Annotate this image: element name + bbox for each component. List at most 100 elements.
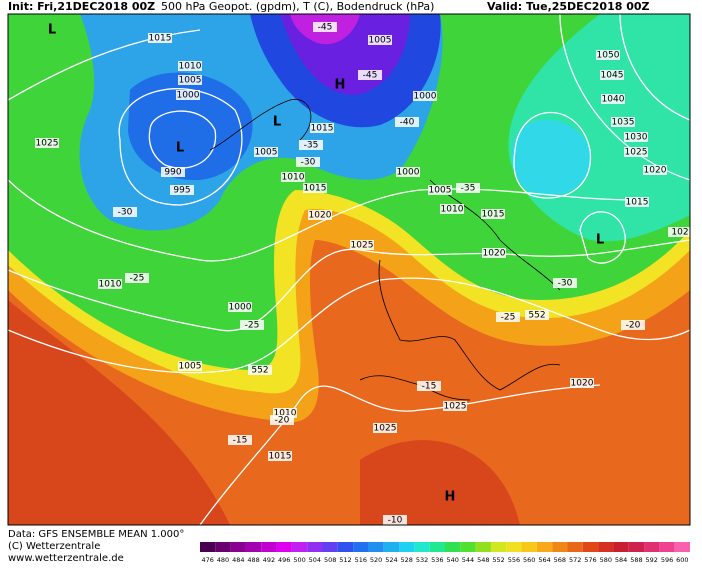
isoline-label: 552 — [528, 311, 545, 321]
legend-swatch — [552, 542, 568, 552]
legend-tick-label: 564 — [538, 556, 550, 564]
label-box — [621, 320, 645, 330]
legend-tick-label: 532 — [416, 556, 428, 564]
isoline-label: 1050 — [597, 51, 620, 61]
isoline-label: 1020 — [483, 249, 506, 259]
label-box — [358, 70, 382, 80]
label-box — [496, 312, 520, 322]
isoline-label: 1005 — [429, 186, 452, 196]
legend-tick-label: 544 — [462, 556, 474, 564]
label-box — [228, 435, 252, 445]
isoline-label: -25 — [245, 321, 260, 331]
isoline-label: 1020 — [309, 211, 332, 221]
isoline-label: -35 — [304, 141, 319, 151]
legend-swatch — [215, 542, 231, 552]
legend-swatch — [322, 542, 338, 552]
label-box — [161, 167, 185, 177]
pressure-center: H — [335, 78, 346, 93]
field-red — [8, 300, 230, 525]
pressure-center: L — [176, 141, 184, 156]
legend-tick-label: 572 — [569, 556, 581, 564]
label-box — [170, 185, 194, 195]
isoline-label: 1010 — [99, 280, 122, 290]
isoline-label: 1045 — [601, 71, 624, 81]
label-box — [299, 140, 323, 150]
isoline-label: 1015 — [149, 34, 172, 44]
footer: Data: GFS ENSEMBLE MEAN 1.000° (C) Wette… — [8, 529, 184, 564]
isoline-label: -20 — [626, 321, 641, 331]
legend-tick-label: 576 — [584, 556, 596, 564]
label-box — [270, 415, 294, 425]
label-box — [383, 515, 407, 525]
legend-swatch — [567, 542, 583, 552]
label-box — [178, 61, 202, 71]
legend-tick-label: 556 — [508, 556, 520, 564]
isoline-label: 995 — [173, 186, 190, 196]
legend-swatch — [582, 542, 599, 552]
pressure-center: L — [273, 115, 281, 130]
coastline — [429, 179, 561, 291]
label-box — [308, 210, 332, 220]
isobar — [579, 211, 626, 264]
map-title: 500 hPa Geopot. (gpdm), T (C), Bodendruc… — [161, 0, 434, 13]
coastline — [378, 259, 561, 391]
label-box — [98, 279, 122, 289]
init-time: Init: Fri,21DEC2018 00Z — [8, 0, 155, 13]
map-labels: LLLLHH1015101010051000102599099510051010… — [35, 22, 692, 526]
legend-swatch — [383, 542, 400, 552]
legend-tick-label: 596 — [661, 556, 673, 564]
label-box — [668, 227, 692, 237]
label-box — [248, 365, 272, 375]
isoline-label: 1015 — [482, 210, 505, 220]
label-box — [456, 183, 480, 193]
field-cyan — [511, 119, 591, 196]
legend-swatch — [291, 542, 308, 552]
isoline-label: 1025 — [36, 139, 59, 149]
label-box — [625, 197, 649, 207]
label-box — [596, 50, 620, 60]
label-box — [417, 381, 441, 391]
isoline-label: 1010 — [179, 62, 202, 72]
label-box — [481, 209, 505, 219]
legend-tick-label: 480 — [217, 556, 229, 564]
label-box — [373, 423, 397, 433]
isoline-label: 1005 — [179, 362, 202, 372]
legend-tick-label: 588 — [630, 556, 642, 564]
isoline-label: 1020 — [644, 166, 667, 176]
label-box — [240, 320, 264, 330]
legend-tick-label: 580 — [600, 556, 612, 564]
legend-swatch — [628, 542, 645, 552]
legend-swatch — [276, 542, 292, 552]
legend-tick-label: 540 — [446, 556, 458, 564]
legend-swatch — [200, 542, 216, 552]
label-box — [125, 273, 149, 283]
label-box — [228, 302, 252, 312]
label-box — [273, 408, 297, 418]
pressure-center: H — [445, 490, 456, 505]
legend-tick-label: 552 — [492, 556, 504, 564]
isoline-label: -35 — [461, 184, 476, 194]
legend-swatch — [399, 542, 415, 552]
legend-swatch — [506, 542, 522, 552]
legend-tick-label: 568 — [554, 556, 566, 564]
label-box — [611, 117, 635, 127]
isoline-label: 1010 — [441, 205, 464, 215]
map-frame — [7, 13, 691, 526]
legend-swatch — [460, 542, 476, 552]
isoline-label: 1025 — [625, 148, 648, 158]
isoline-label: 1010 — [274, 409, 297, 419]
isoline-label: 1030 — [625, 133, 648, 143]
legend-tick-label: 600 — [676, 556, 688, 564]
legend-tick-label: 536 — [431, 556, 443, 564]
legend-swatch — [414, 542, 430, 552]
legend-swatch — [536, 542, 553, 552]
isobar — [513, 112, 592, 199]
isobar — [199, 384, 601, 526]
legend-tick-label: 484 — [232, 556, 244, 564]
isoline-label: -30 — [118, 208, 133, 218]
legend-tick-label: 516 — [355, 556, 367, 564]
isoline-label: -30 — [558, 279, 573, 289]
legend-tick-label: 488 — [247, 556, 259, 564]
label-box — [643, 165, 667, 175]
